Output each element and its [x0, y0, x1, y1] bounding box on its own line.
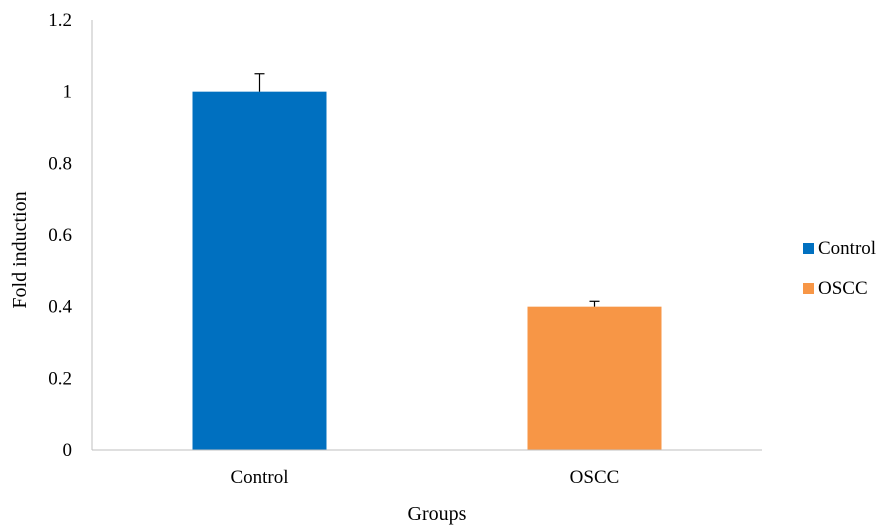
y-tick-label: 0.4 — [48, 297, 72, 318]
y-axis-ticks: 0 0.2 0.4 0.6 0.8 1 1.2 — [48, 10, 72, 461]
legend: Control OSCC — [803, 238, 876, 299]
legend-swatch — [803, 243, 814, 254]
bars-group — [192, 91, 662, 451]
x-axis-category-labels: Control OSCC — [230, 467, 619, 488]
legend-item-control: Control — [803, 238, 876, 259]
y-tick-label: 1 — [63, 82, 73, 103]
y-tick-label: 1.2 — [48, 10, 72, 31]
legend-label: Control — [818, 238, 876, 259]
y-axis-title: Fold induction — [9, 191, 31, 308]
x-tick-label: OSCC — [570, 467, 620, 488]
x-tick-label: Control — [230, 467, 288, 488]
y-tick-label: 0.8 — [48, 153, 72, 174]
error-bars-group — [254, 73, 600, 307]
legend-label: OSCC — [818, 278, 868, 299]
y-tick-label: 0 — [63, 440, 73, 461]
x-axis-title: Groups — [408, 503, 467, 525]
error-bar-oscc — [589, 300, 600, 307]
legend-item-oscc: OSCC — [803, 278, 868, 299]
bar-control — [192, 91, 327, 451]
bar-oscc — [527, 306, 662, 450]
legend-swatch — [803, 283, 814, 294]
y-tick-label: 0.2 — [48, 368, 72, 389]
error-bar-control — [254, 73, 265, 92]
y-tick-label: 0.6 — [48, 225, 72, 246]
